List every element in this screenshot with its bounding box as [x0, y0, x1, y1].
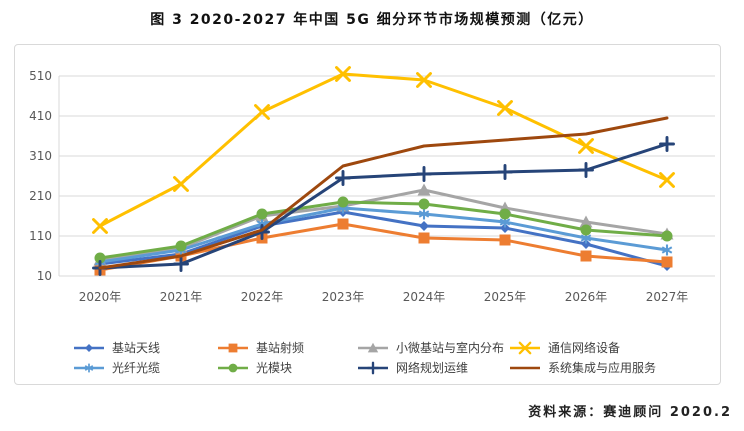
series-line: [92, 136, 675, 276]
legend-label: 基站天线: [112, 341, 161, 355]
legend-label: 网络规划运维: [396, 361, 469, 375]
series-line: [94, 196, 673, 264]
chart-title: 图 3 2020-2027 年中国 5G 细分环节市场规模预测（亿元）: [150, 12, 594, 28]
legend-swatch-asterisk-icon: [74, 363, 104, 372]
legend-item: 基站天线: [73, 339, 217, 356]
x-tick-label: 2025年: [484, 290, 527, 304]
x-tick-label: 2027年: [646, 290, 689, 304]
legend-swatch-circle-icon: [218, 363, 248, 372]
x-tick-label: 2023年: [322, 290, 365, 304]
y-tick-label: 10: [37, 269, 52, 283]
series-line: [98, 116, 669, 270]
y-tick-label: 110: [29, 229, 52, 243]
y-tick-label: 410: [29, 109, 52, 123]
legend-swatch-square-icon: [218, 343, 248, 352]
legend-item: 网络规划运维: [357, 359, 509, 376]
legend-swatch-diamond-icon: [74, 343, 104, 352]
legend-label: 系统集成与应用服务: [548, 361, 657, 375]
legend-item: 小微基站与室内分布: [357, 339, 509, 356]
y-tick-label: 310: [29, 149, 52, 163]
x-tick-label: 2024年: [403, 290, 446, 304]
legend-label: 小微基站与室内分布: [396, 341, 505, 355]
legend-item: 通信网络设备: [509, 339, 656, 356]
series-line: [92, 66, 675, 234]
legend-item: 光纤光缆: [73, 359, 217, 376]
y-tick-label: 210: [29, 189, 52, 203]
legend-item: 系统集成与应用服务: [509, 359, 656, 376]
legend-label: 光纤光缆: [112, 361, 161, 375]
x-tick-label: 2020年: [79, 290, 122, 304]
chart-area: [14, 44, 721, 385]
legend-swatch-plus-icon: [358, 361, 388, 374]
legend-item: 基站射频: [217, 339, 357, 356]
x-tick-label: 2026年: [565, 290, 608, 304]
legend: 基站天线 基站射频 小微基站与室内分布 通信网络设备光纤光缆 光模块 网络规划运维 系统集成…: [73, 339, 656, 376]
legend-swatch-x-icon: [510, 341, 540, 354]
x-tick-label: 2022年: [241, 290, 284, 304]
legend-item: 光模块: [217, 359, 357, 376]
legend-label: 光模块: [256, 361, 293, 375]
legend-label: 通信网络设备: [548, 341, 621, 355]
legend-swatch-triangle-icon: [358, 342, 388, 352]
source-note: 资料来源：赛迪顾问 2020.2: [528, 405, 732, 420]
legend-label: 基站射频: [256, 341, 305, 355]
x-tick-label: 2021年: [160, 290, 203, 304]
y-tick-label: 510: [29, 69, 52, 83]
legend-swatch-none-icon: [510, 366, 540, 369]
